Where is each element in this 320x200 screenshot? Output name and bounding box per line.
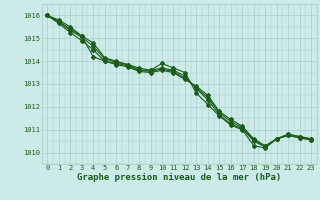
X-axis label: Graphe pression niveau de la mer (hPa): Graphe pression niveau de la mer (hPa) [77, 173, 281, 182]
